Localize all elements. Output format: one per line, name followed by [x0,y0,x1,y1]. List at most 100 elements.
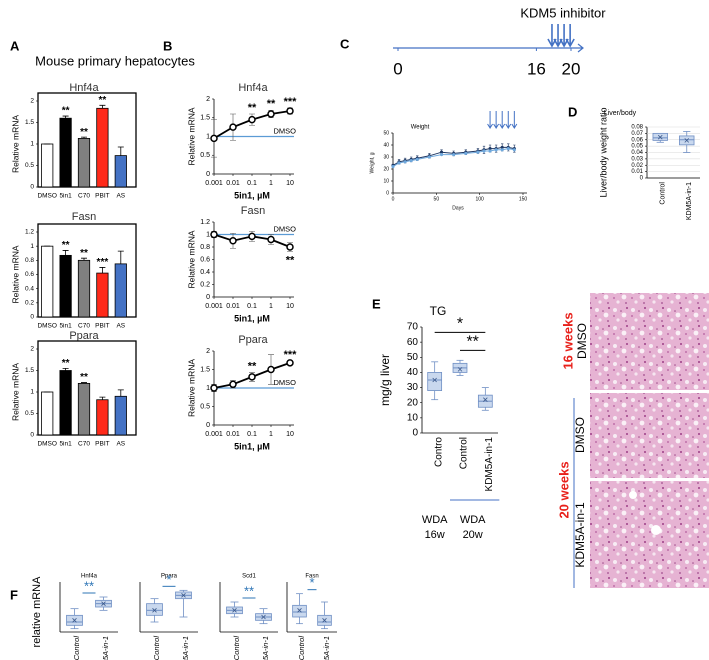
chart-title: Scd1 [242,574,256,580]
panel-label: B [163,38,172,53]
bar [114,155,127,188]
chart-title: Ppara [161,574,178,580]
bar [59,370,72,436]
y-tick-label: 1 [206,133,210,140]
x-tick-label: 1 [269,180,273,187]
row-label: KDM5A-in-1 [573,502,587,568]
y-axis-label: Relative mRNA [186,230,196,288]
error-bar [62,250,69,256]
chart-title: TG [430,304,447,318]
x-tick-label: 5in1 [59,323,72,330]
chart-title: Fasn [72,211,96,223]
error-bar [117,146,124,156]
y-tick-label: 0.5 [25,162,34,169]
error-bar [81,257,87,261]
y-tick-label: 10 [383,178,389,184]
box [292,604,307,618]
panel-label: F [10,587,18,602]
y-tick-label: 40 [407,367,419,378]
x-tick-label: 10 [286,303,294,310]
row-label: DMSO [573,417,587,453]
error-bar [117,389,124,397]
bar [41,143,54,188]
error-bar [99,267,106,274]
data-point [286,359,294,367]
event-arrow [505,111,512,129]
y-tick-label: 0 [206,171,210,178]
mean-marker [181,593,186,598]
error-bar [99,396,106,400]
group-label: WDA [460,514,486,526]
x-tick-label: 0.1 [247,303,257,310]
mean-marker [297,608,302,613]
week-label: 16 weeks [560,312,575,369]
x-tick-label: 10 [286,180,294,187]
y-axis-label: Relative mRNA [10,363,20,421]
x-tick-label: 0 [393,59,402,78]
event-arrow [493,111,500,129]
significance-label: ** [62,358,70,369]
x-tick-label: AS [116,441,125,448]
y-tick-label: 0 [30,314,34,321]
reference-label: DMSO [274,126,297,135]
event-arrow [547,24,557,48]
y-tick-label: 30 [407,382,419,393]
x-tick-label: 150 [519,196,528,202]
bar [77,138,91,188]
x-tick-label: 100 [475,196,484,202]
y-tick-label: 40 [383,142,389,148]
chart-title: Hnf4a [81,574,98,580]
y-tick-label: 0.6 [200,256,210,263]
mean-marker [72,618,77,623]
y-tick-label: 30 [383,154,389,160]
event-arrow [499,111,506,129]
x-tick-label: 0.01 [226,303,240,310]
error-bar [117,250,124,264]
y-axis-label: Relative mRNA [186,359,196,417]
y-tick-label: 10 [407,412,419,423]
panel-label: C [340,36,350,51]
x-tick-label: 5in1 [59,441,72,448]
y-tick-label: 0 [206,294,210,301]
histology-image [590,481,709,588]
y-tick-label: 0.8 [200,244,210,251]
data-point [482,149,486,153]
histology-image [590,393,709,478]
y-tick-label: 0.5 [200,403,210,410]
reference-label: DMSO [274,378,297,387]
series-line [392,148,515,168]
chart-title: Hnf4a [69,82,99,94]
mean-marker [432,377,437,383]
data-point [391,164,395,169]
x-tick-label: AS [116,323,125,330]
data-point [210,384,218,392]
data-point [210,134,218,143]
mean-marker [261,614,266,620]
x-tick-label: KDM5A-in-1 [484,437,495,492]
mean-marker [457,367,463,372]
x-tick-label: PBIT [95,323,109,330]
y-tick-label: 1.2 [25,229,34,236]
chart-subtitle: Mouse primary hepatocytes [35,53,195,68]
significance-label: ** [286,254,295,266]
bar [96,272,109,318]
y-axis-label: Liver/body weight ratio [598,107,608,197]
data-point [452,152,456,157]
significance-label: ** [80,127,88,138]
panel-label: D [568,104,577,119]
y-tick-label: 2 [30,346,34,353]
significance-label: * [457,316,463,333]
x-tick-label: C70 [78,193,90,200]
x-tick-label: KDM5A-in-1 [101,636,110,660]
y-axis-label: Relative mRNA [10,115,20,173]
data-point [267,365,275,374]
y-tick-label: 1 [30,389,34,396]
y-tick-label: 70 [407,322,419,333]
data-point [427,155,432,159]
bar [77,259,91,318]
data-point [506,146,510,151]
mean-marker [101,601,106,606]
x-tick-label: 1 [269,431,273,438]
y-tick-label: 1.5 [200,366,210,373]
